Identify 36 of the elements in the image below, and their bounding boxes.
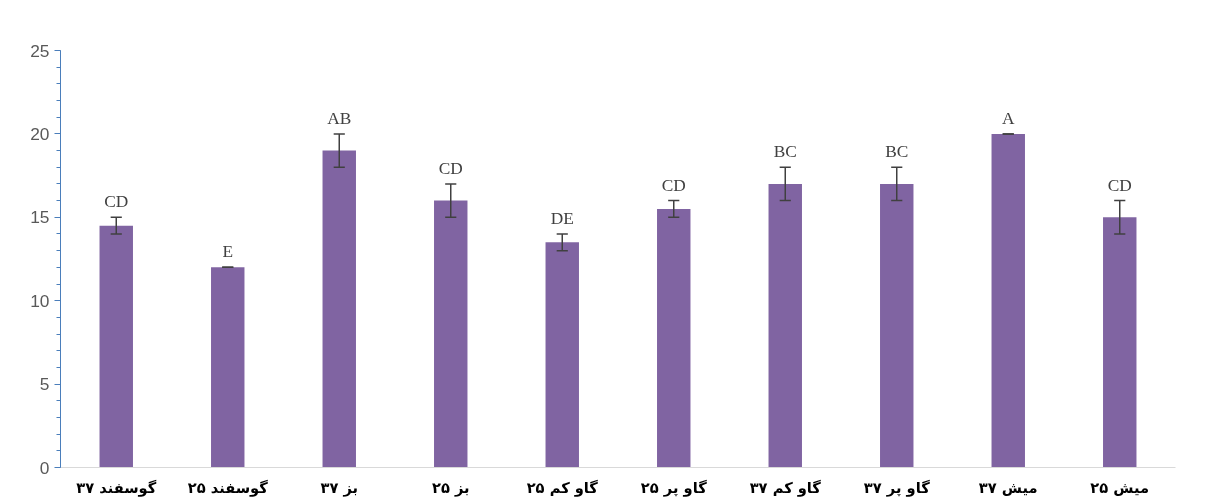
bar — [1103, 217, 1137, 468]
annotation: CD — [104, 192, 129, 212]
y-tick-label: 15 — [30, 207, 50, 228]
x-tick-label: گاو کم ۲۵ — [526, 478, 599, 497]
annotation: AB — [327, 108, 352, 128]
bar — [545, 242, 579, 468]
x-tick-label: گاو پر ۲۵ — [640, 478, 708, 497]
annotation: CD — [661, 175, 686, 195]
annotation: BC — [885, 142, 909, 162]
x-tick-label: میش ۲۵ — [1090, 478, 1150, 496]
x-tick-label: میش ۳۷ — [978, 478, 1038, 496]
y-tick-label: 5 — [39, 374, 50, 395]
annotation: CD — [438, 158, 463, 178]
y-tick-label: 10 — [30, 290, 50, 311]
bar — [211, 267, 245, 468]
x-tick-label: گاو پر ۳۷ — [863, 478, 931, 497]
y-tick-label: 20 — [30, 123, 50, 144]
bar — [434, 200, 468, 468]
bar — [657, 208, 691, 468]
x-tick-label: گاو کم ۳۷ — [749, 478, 822, 497]
bar — [99, 225, 133, 468]
annotation: A — [1001, 108, 1015, 128]
annotation: DE — [550, 208, 574, 228]
x-tick-label: گوسفند ۳۷ — [76, 478, 157, 497]
annotation: BC — [773, 142, 797, 162]
bar — [322, 150, 356, 468]
x-tick-label: بز ۲۵ — [431, 478, 470, 497]
bar — [768, 183, 802, 468]
x-tick-label: بز ۳۷ — [320, 478, 359, 497]
annotation: CD — [1107, 175, 1132, 195]
bar — [880, 183, 914, 468]
bar — [991, 133, 1025, 468]
x-tick-label: گوسفند ۲۵ — [187, 478, 269, 497]
annotation: E — [222, 242, 234, 262]
y-tick-label: 0 — [39, 457, 50, 478]
y-tick-label: 25 — [30, 40, 50, 61]
